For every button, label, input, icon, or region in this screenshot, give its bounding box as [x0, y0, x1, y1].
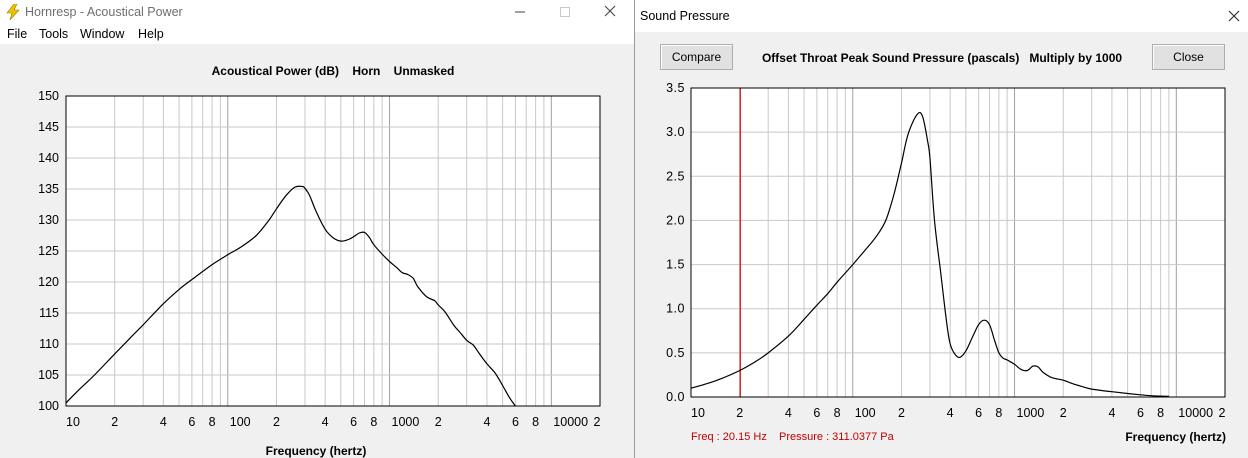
x-tick-label: 4 — [483, 415, 490, 429]
x-tick-label: 4 — [1108, 406, 1115, 420]
x-tick-label: 8 — [1157, 406, 1164, 420]
frequency-readout: Freq : 20.15 Hz — [691, 431, 767, 443]
x-tick-label: 2 — [435, 415, 442, 429]
x-tick-label: 8 — [834, 406, 841, 420]
y-tick-label: 115 — [39, 306, 59, 320]
y-tick-label: 120 — [38, 275, 59, 289]
close-button[interactable]: Close — [1152, 44, 1225, 70]
menu-help[interactable]: Help — [138, 27, 164, 41]
close-icon[interactable] — [600, 3, 620, 21]
x-tick-label: 2 — [1060, 406, 1067, 420]
y-tick-label: 1.5 — [666, 258, 685, 272]
menu-window[interactable]: Window — [80, 27, 125, 41]
x-tick-label: 4 — [160, 415, 167, 429]
plot-area — [691, 88, 1225, 397]
power-x-axis-title: Frequency (hertz) — [265, 444, 367, 458]
power-chart-title: Acoustical Power (dB) Horn Unmasked — [211, 64, 455, 78]
x-tick-label: 2 — [1219, 406, 1226, 420]
x-tick-label: 100 — [230, 415, 251, 429]
y-tick-label: 130 — [38, 213, 59, 227]
y-tick-label: 0.0 — [666, 390, 685, 404]
x-tick-label: 2 — [111, 415, 118, 429]
compare-button-label: Compare — [671, 50, 722, 64]
y-tick-label: 110 — [39, 337, 59, 351]
lightning-icon — [6, 4, 20, 20]
x-tick-label: 2 — [273, 415, 280, 429]
x-tick-label: 6 — [975, 406, 982, 420]
y-tick-label: 135 — [38, 182, 59, 196]
x-tick-label: 100 — [855, 406, 876, 420]
x-tick-label: 2 — [594, 415, 601, 429]
x-tick-label: 10000 — [553, 415, 588, 429]
title-bar: Hornresp - Acoustical Power — [0, 0, 634, 25]
x-tick-label: 4 — [322, 415, 329, 429]
x-tick-label: 8 — [370, 415, 377, 429]
y-tick-label: 1.0 — [666, 302, 685, 316]
x-tick-label: 2 — [898, 406, 905, 420]
y-tick-label: 0.5 — [666, 346, 685, 360]
plot-border — [65, 95, 601, 407]
dialog-title: Sound Pressure — [640, 9, 730, 23]
y-tick-label: 2.5 — [666, 169, 685, 183]
y-tick-label: 140 — [38, 151, 59, 165]
sound-pressure-chart: 0.00.51.01.52.02.53.03.510 2 4 6 8 100 2 4 6 8 100… — [666, 81, 1226, 420]
x-tick-label: 6 — [188, 415, 195, 429]
sound-pressure-dialog: Sound Pressure Compare Offset Throat Pea… — [634, 0, 1248, 458]
pressure-x-axis-title: Frequency (hertz) — [1125, 430, 1226, 444]
x-tick-label: 1000 — [1017, 406, 1045, 420]
data-series-line — [66, 185, 516, 406]
x-tick-label: 10 — [691, 406, 705, 420]
y-tick-label: 3.0 — [666, 125, 685, 139]
window-title: Hornresp - Acoustical Power — [25, 5, 183, 19]
dialog-close-icon[interactable] — [1226, 8, 1242, 24]
x-tick-label: 10000 — [1178, 406, 1213, 420]
main-window: Hornresp - Acoustical Power File Tools W… — [0, 0, 634, 458]
y-tick-label: 145 — [38, 120, 59, 134]
pressure-readout: Pressure : 311.0377 Pa — [779, 431, 894, 443]
x-tick-label: 6 — [1137, 406, 1144, 420]
x-tick-label: 4 — [785, 406, 792, 420]
y-tick-label: 3.5 — [666, 81, 685, 95]
x-tick-label: 6 — [512, 415, 519, 429]
x-tick-label: 1000 — [392, 415, 420, 429]
x-tick-label: 6 — [350, 415, 357, 429]
x-tick-label: 4 — [947, 406, 954, 420]
plot-border — [690, 87, 1226, 398]
menu-bar: File Tools Window Help — [0, 25, 634, 44]
close-button-label: Close — [1173, 50, 1204, 64]
y-tick-label: 100 — [38, 399, 59, 413]
y-tick-label: 2.0 — [666, 213, 685, 227]
compare-button[interactable]: Compare — [660, 44, 733, 70]
y-tick-label: 125 — [38, 244, 59, 258]
minimize-icon[interactable] — [510, 3, 530, 21]
x-tick-label: 2 — [736, 406, 743, 420]
pressure-chart-title: Offset Throat Peak Sound Pressure (pasca… — [761, 51, 1123, 65]
maximize-icon[interactable] — [555, 3, 575, 21]
x-tick-label: 6 — [813, 406, 820, 420]
x-tick-label: 8 — [995, 406, 1002, 420]
y-tick-label: 105 — [38, 368, 59, 382]
dialog-title-bar: Sound Pressure — [635, 0, 1248, 32]
y-tick-label: 150 — [38, 89, 59, 103]
data-series-line — [691, 111, 1169, 397]
x-tick-label: 8 — [532, 415, 539, 429]
x-tick-label: 10 — [66, 415, 80, 429]
x-tick-label: 8 — [209, 415, 216, 429]
menu-file[interactable]: File — [7, 27, 28, 41]
menu-tools[interactable]: Tools — [39, 27, 69, 41]
